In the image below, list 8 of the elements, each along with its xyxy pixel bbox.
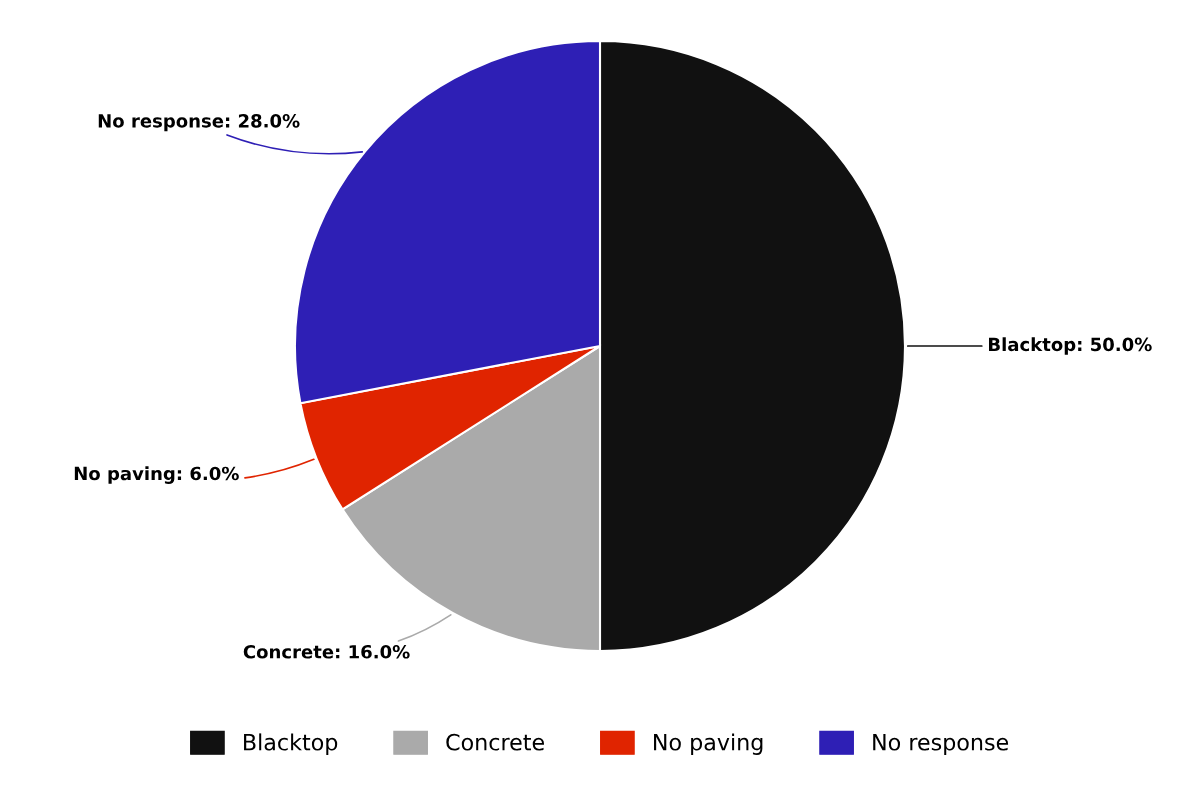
data-label: Concrete: 16.0% (243, 644, 410, 659)
data-label: No paving: 6.0% (74, 466, 239, 484)
data-label: No response: 28.0% (98, 114, 300, 132)
legend-label: No response (873, 734, 1009, 755)
data-label: Blacktop: 50.0% (989, 337, 1152, 355)
legend-label: No paving (654, 733, 763, 755)
legend-label: Blacktop (244, 733, 338, 755)
legend-label: Concrete (446, 733, 544, 751)
